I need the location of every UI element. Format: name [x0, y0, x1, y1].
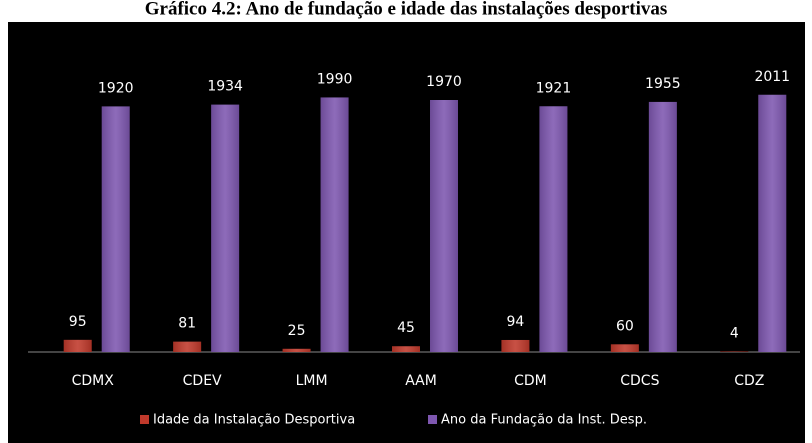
data-label: 1990	[317, 71, 353, 87]
chart-title: Gráfico 4.2: Ano de fundação e idade das…	[145, 0, 668, 19]
data-label: 94	[507, 314, 525, 330]
data-label: 1970	[426, 74, 462, 90]
legend-label: Idade da Instalação Desportiva	[153, 413, 355, 428]
bar-shade	[392, 346, 420, 352]
bar-shade	[720, 351, 749, 352]
bar-shade	[63, 339, 92, 352]
data-label: 60	[616, 318, 634, 334]
x-tick-label: CDCS	[620, 373, 659, 389]
data-label: 81	[178, 316, 196, 332]
bar-shade	[648, 101, 677, 353]
x-tick-label: CDZ	[734, 373, 764, 389]
data-label: 1934	[207, 79, 243, 95]
bar-shade	[211, 104, 240, 353]
x-tick-label: CDMX	[72, 373, 115, 389]
bar-shade	[501, 339, 530, 352]
data-label: 1920	[98, 80, 134, 96]
bar-shade	[320, 97, 349, 352]
data-label: 2011	[754, 69, 790, 85]
bar-shade	[282, 348, 311, 352]
bar-shade	[758, 94, 787, 352]
data-label: 95	[69, 314, 87, 330]
x-tick-label: AAM	[405, 373, 437, 389]
bar-shade	[101, 106, 130, 353]
legend-swatch	[428, 415, 437, 424]
x-tick-label: LMM	[296, 373, 328, 389]
bar-shade	[173, 341, 202, 352]
data-label: 1955	[645, 76, 681, 92]
legend-swatch	[140, 415, 149, 424]
x-tick-label: CDM	[514, 373, 547, 389]
data-label: 45	[397, 320, 415, 336]
x-tick-label: CDEV	[183, 373, 222, 389]
data-label: 1921	[536, 80, 572, 96]
data-label: 4	[730, 325, 739, 341]
bar-shade	[430, 100, 458, 352]
bar-shade	[610, 344, 639, 352]
bar-shade	[539, 106, 568, 352]
data-label: 25	[288, 323, 306, 339]
legend-label: Ano da Fundação da Inst. Desp.	[441, 413, 647, 428]
